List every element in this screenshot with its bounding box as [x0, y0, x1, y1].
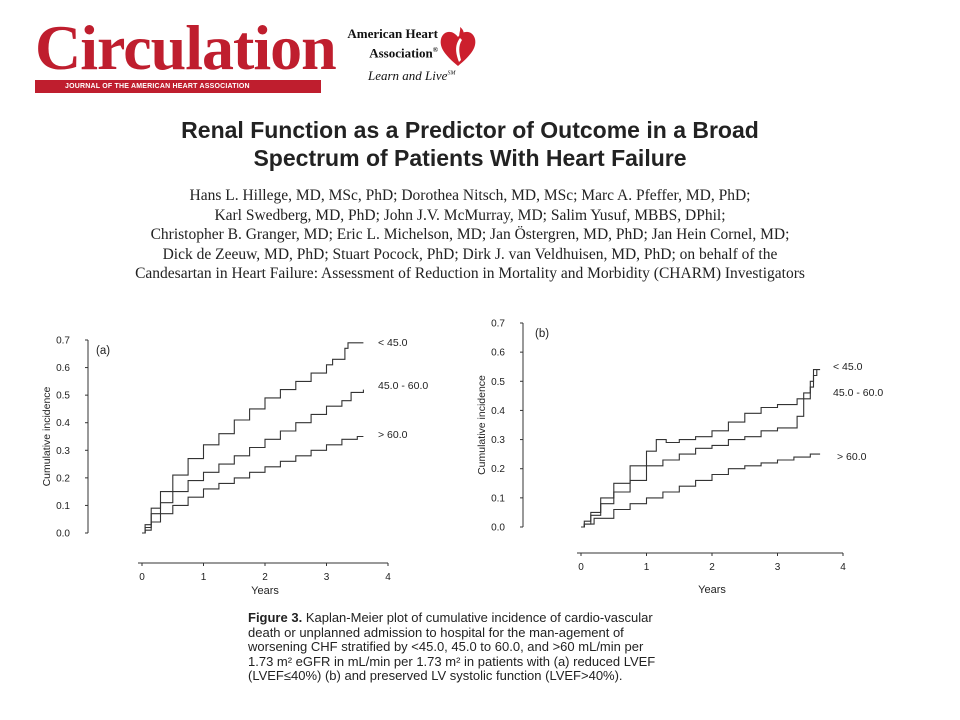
author-line: Hans L. Hillege, MD, MSc, PhD; Dorothea … [189, 187, 751, 204]
y-tick-label: 0.4 [491, 406, 505, 417]
y-tick-label: 0.6 [491, 348, 505, 359]
journal-subtitle: JOURNAL OF THE AMERICAN HEART ASSOCIATIO… [35, 80, 321, 93]
series-label: 45.0 - 60.0 [378, 380, 428, 392]
aha-registered: ® [432, 46, 438, 54]
y-axis-label: Cumulative incidence [41, 386, 53, 486]
x-tick-label: 1 [644, 562, 650, 573]
aha-tagline-tm: SM [447, 70, 456, 77]
y-tick-label: 0.0 [56, 529, 70, 540]
km-curve-series-3 [142, 435, 364, 534]
y-tick-label: 0.7 [56, 336, 70, 347]
x-tick-label: 3 [324, 572, 330, 583]
y-tick-label: 0.4 [56, 418, 70, 429]
x-axis-label: Years [698, 584, 726, 596]
y-tick-label: 0.2 [56, 473, 70, 484]
circulation-logo: Circulation JOURNAL OF THE AMERICAN HEAR… [35, 16, 337, 94]
aha-name-line2: Association [369, 45, 433, 61]
author-line: Candesartan in Heart Failure: Assessment… [135, 265, 805, 282]
y-tick-label: 0.1 [491, 493, 505, 504]
aha-logo: American Heart Association® Learn and Li… [334, 26, 484, 88]
y-tick-label: 0.5 [56, 391, 70, 402]
y-tick-label: 0.7 [491, 319, 505, 330]
x-tick-label: 2 [709, 562, 715, 573]
figure-caption: Figure 3. Kaplan-Meier plot of cumulativ… [248, 610, 668, 684]
heart-torch-icon [440, 27, 476, 66]
y-axis-label: Cumulative incidence [476, 375, 488, 475]
article-title-line1: Renal Function as a Predictor of Outcome… [181, 117, 759, 143]
km-plot-panel-a: 0.0 0.1 0.2 0.3 0.4 0.5 0.6 0.7 0 1 2 3 4 Cumulative … [41, 336, 428, 598]
author-line: Christopher B. Granger, MD; Eric L. Mich… [150, 226, 790, 243]
x-tick-label: 4 [385, 572, 391, 583]
x-tick-label: 0 [139, 572, 145, 583]
author-list: Hans L. Hillege, MD, MSc, PhD; Dorothea … [60, 186, 880, 284]
km-curve-series-1 [581, 369, 821, 528]
y-tick-label: 0.5 [491, 377, 505, 388]
series-label: > 60.0 [378, 429, 408, 441]
aha-tagline: Learn and LiveSM [368, 68, 455, 84]
x-tick-label: 2 [262, 572, 268, 583]
article-title: Renal Function as a Predictor of Outcome… [90, 116, 850, 172]
y-tick-label: 0.6 [56, 363, 70, 374]
km-plot-panel-b: 0.0 0.1 0.2 0.3 0.4 0.5 0.6 0.7 0 1 2 3 4 Cumulative … [476, 319, 883, 597]
y-tick-label: 0.2 [491, 464, 505, 475]
aha-name-line1: American Heart [347, 26, 438, 41]
series-label: 45.0 - 60.0 [833, 387, 883, 399]
panel-label: (b) [535, 328, 549, 340]
km-curve-series-2 [142, 389, 364, 534]
x-tick-label: 4 [840, 562, 846, 573]
aha-tagline-text: Learn and Live [368, 68, 448, 83]
series-label: < 45.0 [833, 361, 863, 373]
author-line: Dick de Zeeuw, MD, PhD; Stuart Pocock, P… [162, 245, 778, 263]
y-tick-label: 0.3 [491, 435, 505, 446]
km-curve-series-1 [142, 342, 364, 534]
x-tick-label: 3 [775, 562, 781, 573]
series-label: < 45.0 [378, 337, 408, 349]
km-curve-series-2 [581, 369, 818, 528]
x-tick-label: 0 [578, 562, 584, 573]
panel-label: (a) [96, 345, 110, 357]
journal-name: Circulation [35, 12, 337, 83]
y-tick-label: 0.1 [56, 501, 70, 512]
caption-text: Kaplan-Meier plot of cumulative incidenc… [248, 610, 656, 684]
x-tick-label: 1 [201, 572, 207, 583]
caption-label: Figure 3. [248, 610, 303, 625]
aha-name: American Heart Association® [334, 26, 438, 61]
km-curve-series-3 [581, 453, 821, 528]
y-tick-label: 0.0 [491, 523, 505, 534]
author-line: Karl Swedberg, MD, PhD; John J.V. McMurr… [214, 206, 726, 224]
article-title-line2: Spectrum of Patients With Heart Failure [253, 145, 687, 171]
series-label: > 60.0 [837, 451, 867, 463]
x-axis-label: Years [251, 585, 279, 597]
y-tick-label: 0.3 [56, 446, 70, 457]
